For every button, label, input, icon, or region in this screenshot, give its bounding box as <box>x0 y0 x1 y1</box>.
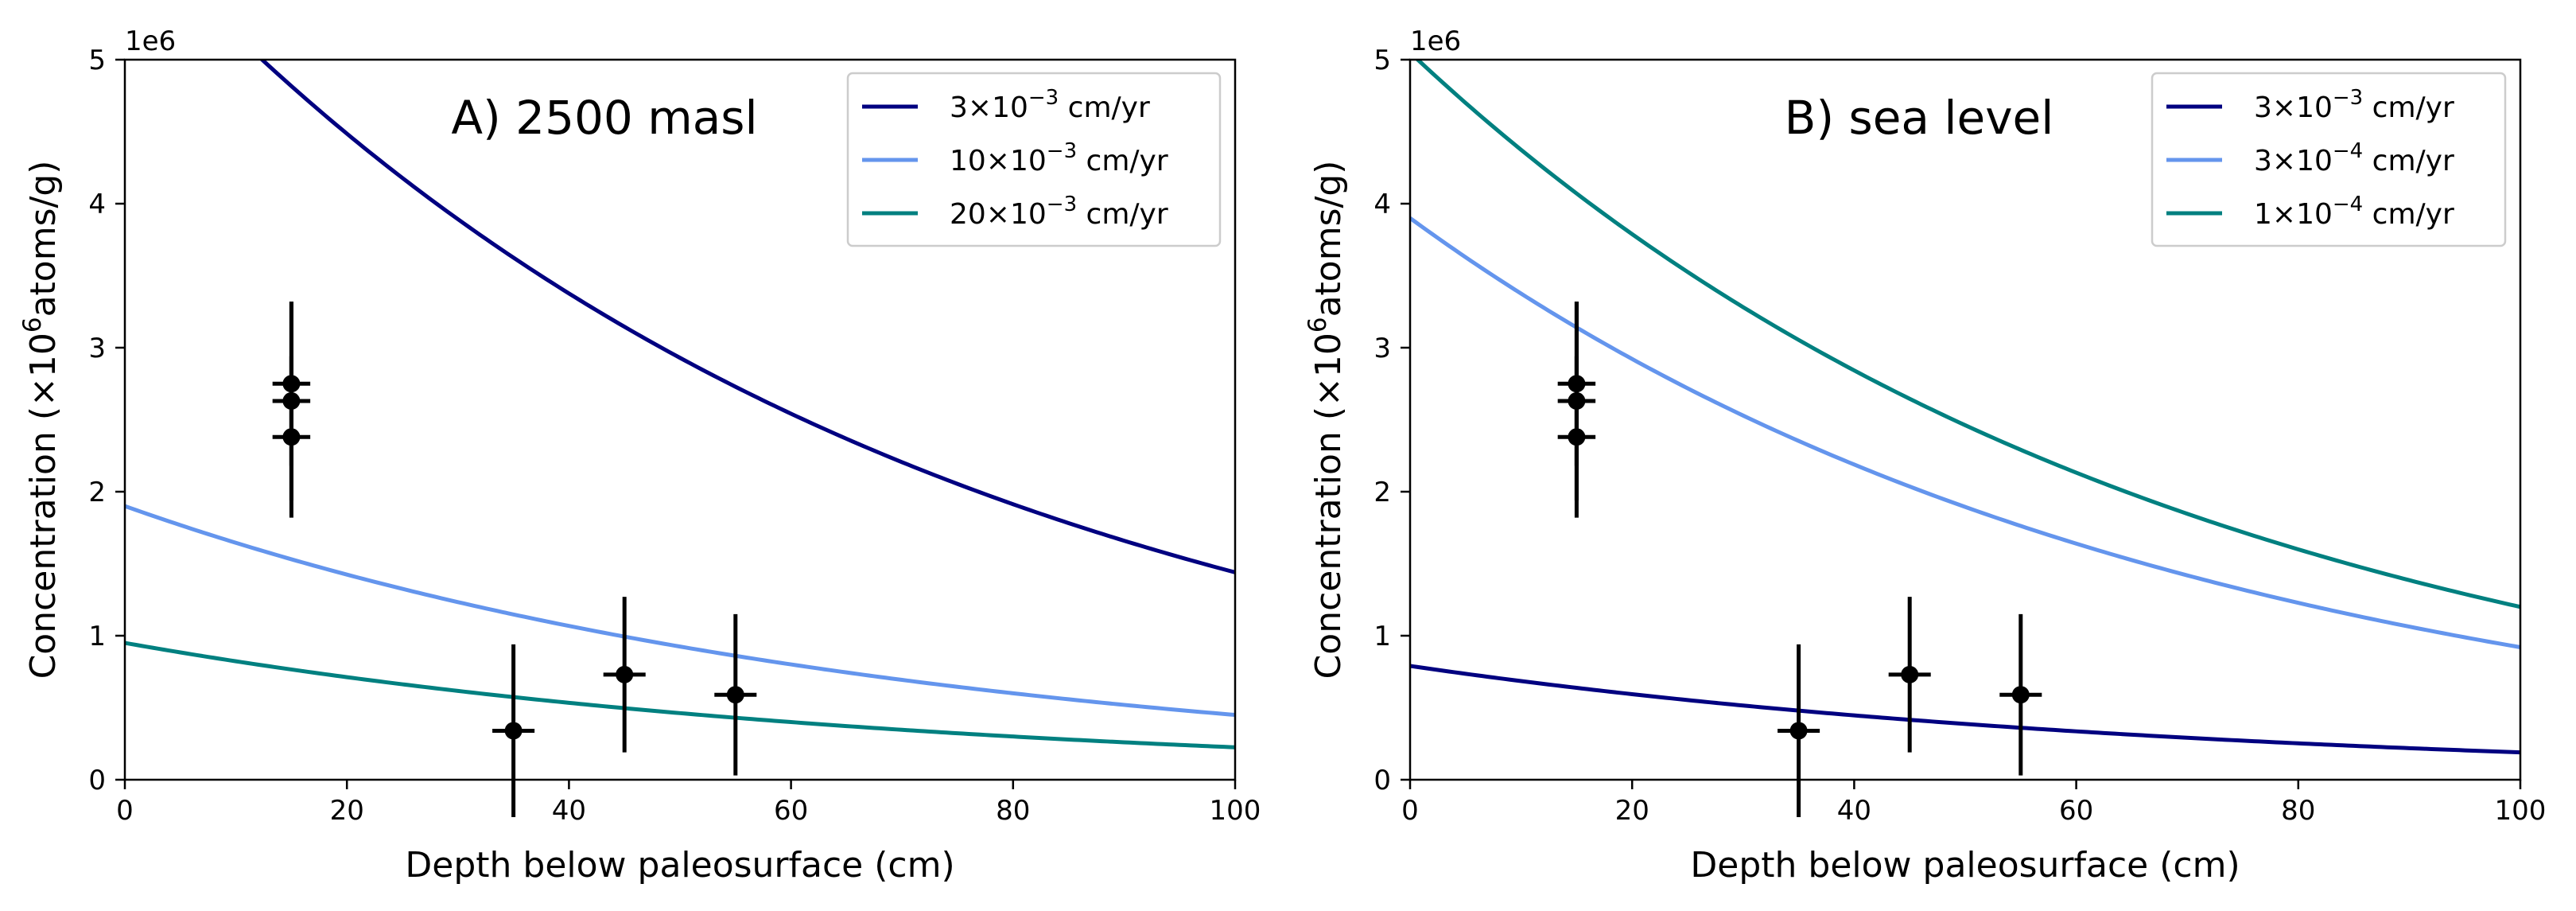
legend: 3×10−3 cm/yr 10×10−3 cm/yr 20×10−3 cm/yr <box>846 72 1222 247</box>
y-tick-label: 4 <box>1373 189 1391 220</box>
y-tick-label: 0 <box>88 765 106 796</box>
series-line-1 <box>258 60 1235 574</box>
legend-item-3: 1×10−4 cm/yr <box>2166 193 2454 231</box>
data-point-4 <box>492 644 535 818</box>
panel-title: A) 2500 masl <box>451 91 757 145</box>
legend-box <box>846 72 1222 247</box>
panel-title: B) sea level <box>1785 91 2054 145</box>
x-axis-label: Depth below paleosurface (cm) <box>1690 845 2240 886</box>
x-tick-label: 0 <box>1401 795 1419 827</box>
data-point-3 <box>272 356 311 518</box>
series-line-2 <box>125 504 1235 718</box>
plot-frame <box>123 58 1237 781</box>
legend-label: 3×10−3 cm/yr <box>2254 86 2454 124</box>
series-line-3 <box>1415 60 2520 609</box>
data-point-5 <box>1888 597 1931 753</box>
legend-label: 10×10−3 cm/yr <box>950 139 1168 177</box>
data-point-6 <box>714 613 757 776</box>
x-tick-label: 80 <box>996 795 1030 827</box>
legend-item-3: 20×10−3 cm/yr <box>862 193 1168 231</box>
legend-item-1: 3×10−3 cm/yr <box>2166 86 2454 124</box>
y-offset-label: 1e6 <box>125 25 176 57</box>
legend-label: 3×10−4 cm/yr <box>2254 139 2454 177</box>
x-tick-label: 80 <box>2281 795 2315 827</box>
data-point-5 <box>603 597 646 753</box>
series-lines <box>1410 60 2520 755</box>
data-points <box>1557 302 2042 818</box>
data-marker <box>504 722 523 740</box>
x-axis-label: Depth below paleosurface (cm) <box>405 845 954 886</box>
legend-item-1: 3×10−3 cm/yr <box>862 86 1150 124</box>
data-marker <box>1568 428 1586 446</box>
plot-frame <box>1408 58 2522 781</box>
legend-label: 20×10−3 cm/yr <box>950 193 1168 231</box>
y-tick-label: 3 <box>1373 333 1391 364</box>
x-tick-label: 60 <box>774 795 808 827</box>
series-line-3 <box>125 640 1235 749</box>
x-tick-label: 40 <box>1837 795 1871 827</box>
data-point-4 <box>1778 644 1820 818</box>
x-axis: 0 20 40 60 80 100 Depth below paleosurface (cm… <box>116 780 1261 886</box>
y-tick-label: 2 <box>88 477 106 508</box>
legend-label: 3×10−3 cm/yr <box>950 86 1150 124</box>
data-marker <box>282 428 301 446</box>
legend-item-2: 10×10−3 cm/yr <box>862 139 1168 177</box>
legend-box <box>2151 72 2507 247</box>
y-tick-label: 5 <box>88 45 106 76</box>
y-tick-label: 4 <box>88 189 106 220</box>
data-marker <box>1901 665 1919 683</box>
x-tick-label: 100 <box>1210 795 1261 827</box>
x-axis: 0 20 40 60 80 100 Depth below paleosurface (cm… <box>1401 780 2546 886</box>
legend-item-2: 3×10−4 cm/yr <box>2166 139 2454 177</box>
y-tick-label: 0 <box>1373 765 1391 796</box>
data-points <box>272 302 757 818</box>
data-marker <box>616 665 634 683</box>
data-point-6 <box>1999 613 2042 776</box>
data-marker <box>1789 722 1808 740</box>
y-tick-label: 2 <box>1373 477 1391 508</box>
series-line-1 <box>1410 664 2520 755</box>
legend: 3×10−3 cm/yr 3×10−4 cm/yr 1×10−4 cm/yr <box>2151 72 2507 247</box>
legend-label: 1×10−4 cm/yr <box>2254 193 2454 231</box>
x-tick-label: 100 <box>2495 795 2547 827</box>
y-axis-label: Concentration (×106atoms/g) <box>1304 161 1349 679</box>
y-axis: 0 1 2 3 4 5 1e6 Concentration (×106atoms/g) <box>1304 25 1461 796</box>
data-marker <box>2011 686 2030 704</box>
data-marker <box>726 686 744 704</box>
x-tick-label: 20 <box>1615 795 1649 827</box>
y-tick-label: 5 <box>1373 45 1391 76</box>
x-tick-label: 0 <box>116 795 134 827</box>
y-offset-label: 1e6 <box>1410 25 1461 57</box>
y-tick-label: 1 <box>88 621 106 652</box>
series-lines <box>125 60 1235 749</box>
y-tick-label: 3 <box>88 333 106 364</box>
x-tick-label: 40 <box>552 795 586 827</box>
x-tick-label: 20 <box>330 795 364 827</box>
data-point-3 <box>1557 356 1596 518</box>
y-tick-label: 1 <box>1373 621 1391 652</box>
series-line-2 <box>1410 216 2520 649</box>
x-tick-label: 60 <box>2059 795 2093 827</box>
y-axis: 0 1 2 3 4 5 1e6 Concentration (×106atoms/g) <box>18 25 176 796</box>
y-axis-label: Concentration (×106atoms/g) <box>18 161 64 679</box>
